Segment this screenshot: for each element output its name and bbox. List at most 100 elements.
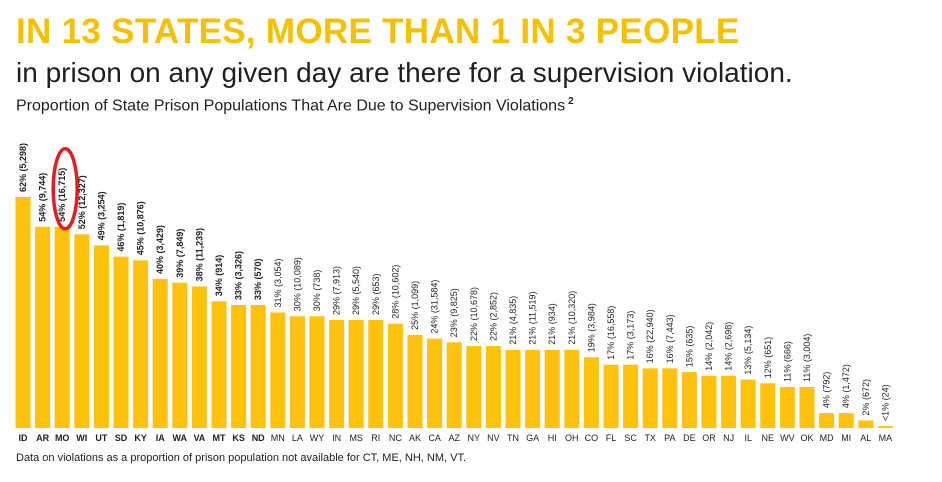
data-label-ny: 22% (10,678): [469, 287, 479, 341]
bar-md: [819, 413, 835, 428]
data-label-hi: 21% (934): [547, 303, 557, 345]
highlight-circle: [51, 147, 79, 231]
bar-ut: [93, 245, 109, 428]
bar-ga: [525, 349, 541, 428]
data-label-wi: 52% (12,327): [77, 175, 87, 229]
data-label-ar: 54% (9,744): [38, 173, 48, 222]
bar-co: [583, 357, 599, 428]
tick-label-ma: MA: [879, 433, 893, 443]
data-label-ma: <1% (24): [880, 384, 890, 421]
bar-wa: [172, 282, 188, 428]
data-label-mt: 34% (914): [214, 255, 224, 297]
bar-ne: [760, 383, 776, 428]
data-label-mn: 31% (3,054): [273, 258, 283, 307]
data-label-la: 30% (10,089): [292, 257, 302, 311]
tick-label-de: DE: [683, 433, 696, 443]
tick-label-mn: MN: [271, 433, 285, 443]
tick-label-sd: SD: [115, 433, 128, 443]
bar-nv: [485, 346, 501, 428]
bar-sd: [113, 256, 129, 428]
bar-az: [446, 342, 462, 428]
subheadline: in prison on any given day are there for…: [16, 57, 793, 88]
tick-label-nj: NJ: [723, 433, 734, 443]
data-label-wa: 39% (7,849): [175, 229, 185, 278]
bar-nc: [387, 323, 403, 428]
tick-label-ny: NY: [468, 433, 481, 443]
tick-label-ks: KS: [232, 433, 245, 443]
tick-label-oh: OH: [565, 433, 579, 443]
bar-nd: [250, 305, 266, 428]
tick-label-al: AL: [860, 433, 871, 443]
tick-label-mo: MO: [55, 433, 70, 443]
data-label-sd: 46% (1,819): [116, 203, 126, 252]
tick-label-nd: ND: [252, 433, 265, 443]
bar-va: [191, 286, 207, 428]
data-label-ca: 24% (31,584): [430, 280, 440, 334]
bar-al: [858, 420, 874, 428]
bar-mt: [211, 301, 227, 428]
bar-ca: [427, 338, 443, 428]
data-label-co: 19% (3,984): [586, 303, 596, 352]
bar-il: [740, 379, 756, 428]
bar-mn: [270, 312, 286, 428]
data-label-wy: 30% (738): [312, 270, 322, 312]
tick-label-ia: IA: [156, 433, 166, 443]
data-label-ak: 25% (1,099): [410, 281, 420, 330]
data-label-il: 13% (5,134): [743, 326, 753, 375]
data-label-ut: 49% (3,254): [96, 191, 106, 240]
bar-la: [289, 316, 305, 428]
data-label-ia: 40% (3,429): [155, 225, 165, 274]
data-label-wv: 11% (666): [782, 341, 792, 382]
bar-hi: [544, 349, 560, 428]
data-label-id: 62% (5,298): [18, 143, 28, 192]
tick-label-va: VA: [193, 433, 205, 443]
tick-label-il: IL: [744, 433, 752, 443]
bar-ri: [368, 320, 384, 428]
tick-label-sc: SC: [624, 433, 637, 443]
data-label-nd: 33% (570): [253, 258, 263, 300]
tick-label-ca: CA: [428, 433, 441, 443]
bar-chart: 62% (5,298) ID 54% (9,744) AR 54% (16,715) MO…: [15, 143, 893, 443]
tick-label-mt: MT: [213, 433, 226, 443]
bar-ia: [152, 279, 168, 428]
tick-label-tn: TN: [507, 433, 519, 443]
data-label-tx: 16% (22,940): [645, 309, 655, 363]
chart-title-text: Proportion of State Prison Populations T…: [16, 97, 566, 115]
bar-in: [329, 320, 345, 428]
data-label-sc: 17% (3,173): [626, 311, 636, 360]
tick-label-tx: TX: [644, 433, 656, 443]
footnote-marker: 2: [568, 96, 574, 107]
data-label-de: 15% (635): [684, 326, 694, 368]
bar-wv: [779, 387, 795, 428]
data-label-ks: 33% (3,326): [234, 251, 244, 300]
chart-title: Proportion of State Prison Populations T…: [16, 96, 574, 115]
data-label-in: 29% (7,913): [332, 266, 342, 315]
data-label-or: 14% (2,042): [704, 322, 714, 371]
tick-label-wa: WA: [173, 433, 188, 443]
data-label-ms: 29% (5,540): [351, 266, 361, 315]
tick-label-in: IN: [332, 433, 341, 443]
bar-oh: [564, 349, 580, 428]
tick-label-mi: MI: [841, 433, 851, 443]
tick-label-az: AZ: [448, 433, 460, 443]
tick-label-or: OR: [702, 433, 716, 443]
tick-label-ri: RI: [371, 433, 380, 443]
tick-label-wv: WV: [780, 433, 795, 443]
data-label-ok: 11% (3,004): [802, 334, 812, 382]
bar-ok: [799, 387, 815, 428]
tick-label-md: MD: [820, 433, 834, 443]
tick-label-ar: AR: [36, 433, 49, 443]
headline: IN 13 STATES, MORE THAN 1 IN 3 PEOPLE: [16, 12, 740, 51]
tick-label-ga: GA: [526, 433, 539, 443]
data-label-nv: 22% (2,852): [488, 292, 498, 341]
tick-label-la: LA: [292, 433, 303, 443]
data-label-az: 23% (9,825): [449, 288, 459, 337]
bar-wy: [309, 316, 325, 428]
bar-ky: [133, 260, 149, 428]
bar-ma: [877, 426, 893, 428]
data-label-al: 2% (672): [861, 379, 871, 416]
bar-ms: [348, 320, 364, 428]
data-label-ga: 21% (11,519): [528, 291, 538, 344]
bar-sc: [623, 364, 639, 428]
data-label-fl: 17% (16,558): [606, 306, 616, 360]
